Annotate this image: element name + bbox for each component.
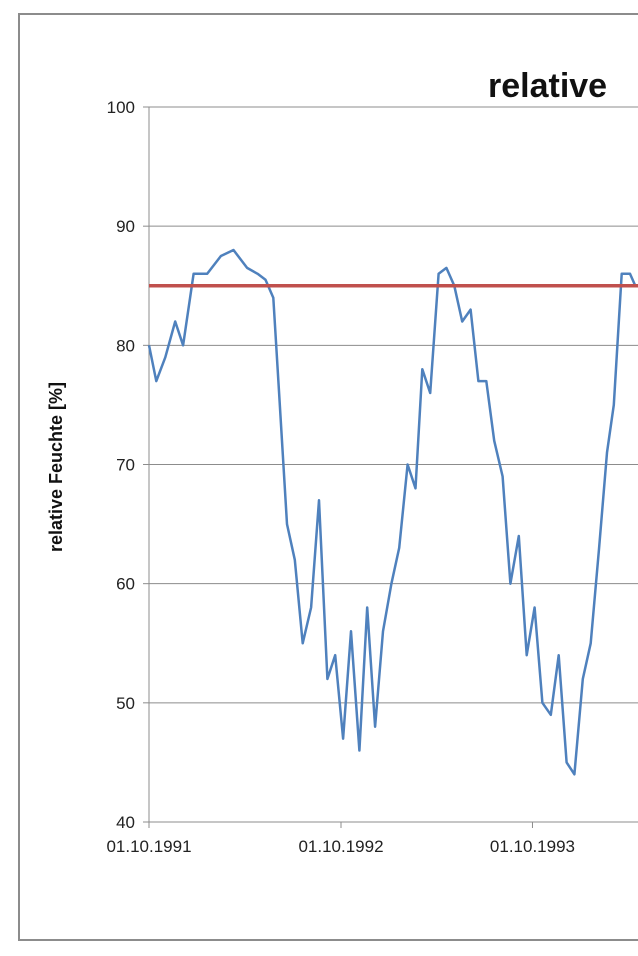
y-tick-labels: 40 50 60 70 80 90 100: [107, 98, 135, 832]
x-tick-label: 01.10.1991: [106, 837, 191, 856]
chart-title: relative: [488, 67, 607, 105]
gridlines: [149, 106, 638, 823]
y-tick-label: 70: [116, 456, 135, 475]
y-tick-label: 60: [116, 575, 135, 594]
y-axis-label: relative Feuchte [%]: [46, 382, 66, 552]
y-tick-label: 50: [116, 694, 135, 713]
x-tick-labels: 01.10.1991 01.10.1992 01.10.1993: [106, 837, 575, 856]
y-tick-label: 40: [116, 813, 135, 832]
x-tick-label: 01.10.1993: [490, 837, 575, 856]
y-axis: [143, 106, 533, 828]
humidity-series-line: [147, 248, 637, 776]
x-tick-label: 01.10.1992: [298, 837, 383, 856]
y-tick-label: 90: [116, 217, 135, 236]
chart-frame: 40 50 60 70 80 90 100 01.10.1991 01.10.1992 01.1…: [18, 13, 638, 941]
series-group: [147, 248, 637, 776]
y-tick-label: 100: [107, 98, 135, 117]
y-tick-label: 80: [116, 336, 135, 355]
